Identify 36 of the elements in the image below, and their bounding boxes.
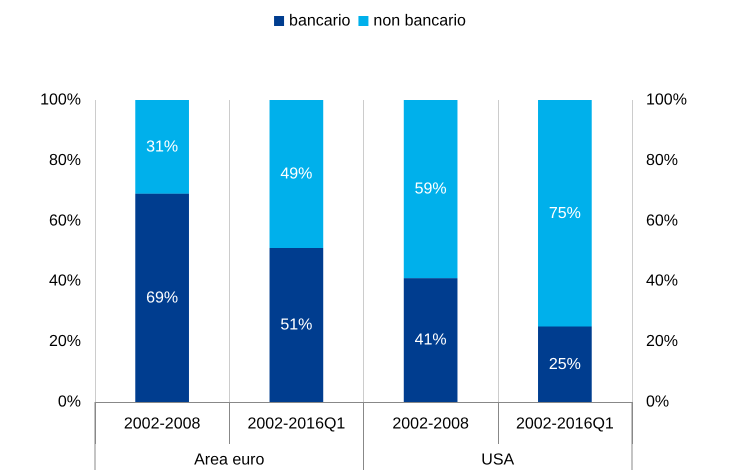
data-label: 69% — [146, 289, 178, 306]
bar — [538, 100, 592, 326]
y-tick-label: 0% — [58, 394, 81, 410]
bar — [404, 278, 458, 402]
bar — [270, 248, 324, 402]
y2-tick-label: 40% — [646, 272, 678, 290]
y-tick-label: 80% — [48, 152, 81, 169]
legend-label: bancario — [289, 12, 351, 30]
x-tick-label: 2002-2008 — [392, 416, 469, 432]
data-label: 25% — [548, 356, 581, 373]
bar — [538, 326, 592, 402]
y2-tick-label: 100% — [646, 92, 687, 108]
y-tick-label: 100% — [40, 92, 81, 108]
data-label: 51% — [280, 316, 312, 334]
legend-label: non bancario — [373, 12, 466, 30]
x-tick-label: 2002-2016Q1 — [516, 416, 614, 432]
data-label: 49% — [280, 165, 312, 182]
bar — [135, 194, 189, 402]
text: USA — [481, 452, 515, 468]
y-tick-label: 60% — [48, 212, 81, 230]
y-tick-label: 20% — [48, 333, 81, 350]
data-label: 31% — [146, 138, 178, 156]
data-label: 41% — [414, 332, 447, 349]
y2-tick-label: 20% — [646, 333, 678, 350]
text: Area euro — [194, 452, 264, 468]
bar — [135, 100, 189, 194]
bar — [270, 100, 324, 248]
x-tick-label: 2002-2016Q1 — [247, 416, 346, 432]
y-tick-label: 40% — [48, 272, 81, 290]
y2-tick-label: 0% — [646, 394, 670, 410]
bar — [404, 100, 458, 278]
data-label: 75% — [548, 204, 581, 222]
data-label: 59% — [414, 180, 447, 198]
y2-tick-label: 60% — [646, 212, 678, 230]
x-tick-label: 2002-2008 — [124, 416, 200, 432]
y2-tick-label: 80% — [646, 152, 678, 169]
